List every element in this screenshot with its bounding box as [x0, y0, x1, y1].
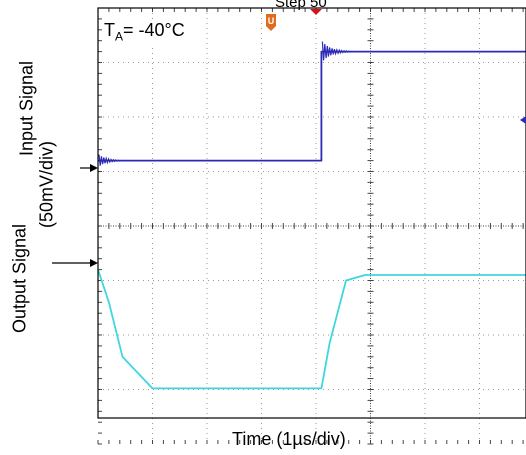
svg-text:U: U: [268, 16, 275, 26]
series-line-input-signal: [98, 50, 526, 162]
input-arrow: [80, 164, 98, 172]
trigger-marker: U: [266, 14, 276, 31]
right-edge-marker: [520, 116, 526, 124]
series-line-output-signal: [97, 269, 526, 390]
ringing-artifact: [321, 41, 352, 61]
grid: [97, 7, 526, 445]
plot-frame: [97, 7, 526, 419]
ringing-artifact: [98, 154, 121, 166]
x-axis-label: Time (1µs/div): [232, 429, 346, 449]
trigger-position-marker: [310, 9, 322, 15]
temp-prefix: T: [104, 20, 115, 40]
output-arrow: [52, 259, 98, 267]
temp-suffix: = -40°C: [123, 20, 185, 40]
y-label-output: Output Signal: [9, 223, 30, 334]
temperature-annotation: TA= -40°C: [104, 20, 185, 44]
plot-background: [98, 8, 526, 418]
y-label-scale: (50mV/div): [36, 140, 57, 229]
y-label-input: Input Signal: [16, 60, 37, 157]
temp-subscript: A: [115, 29, 124, 44]
traces: [97, 41, 526, 390]
top-label: Step 50: [275, 0, 327, 11]
